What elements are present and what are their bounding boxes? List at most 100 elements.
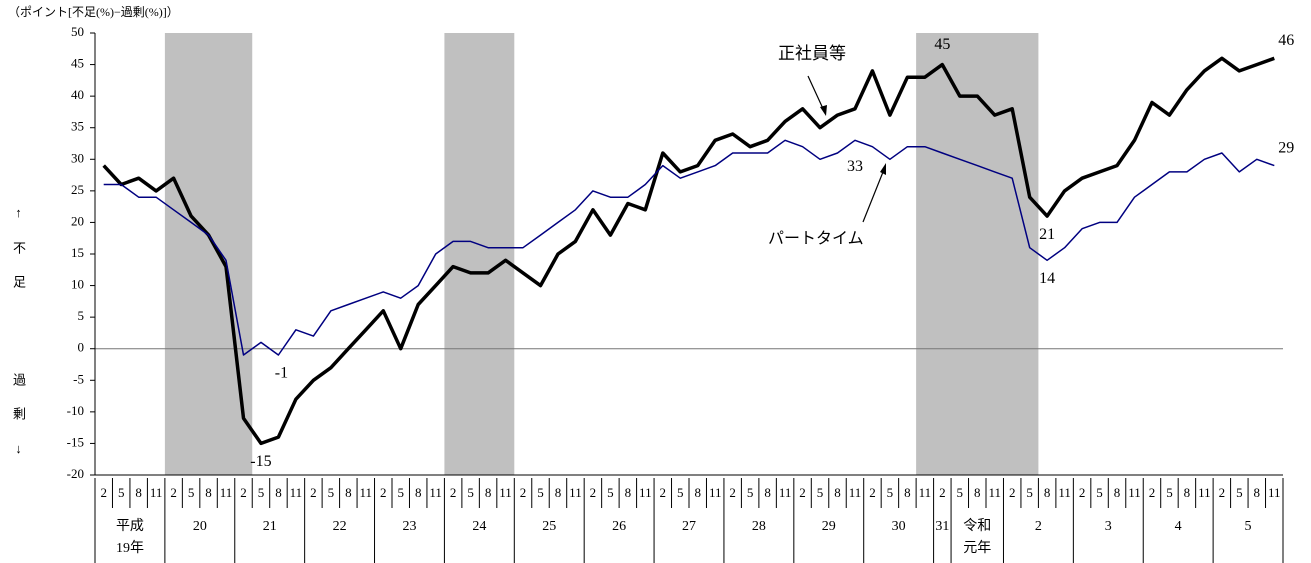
year-label: 26 xyxy=(612,519,627,534)
x-tick-label: 8 xyxy=(834,485,841,500)
shaded-period xyxy=(444,33,515,475)
y-tick-label: 10 xyxy=(71,277,84,292)
x-tick-label: 2 xyxy=(799,485,806,500)
x-tick-label: 8 xyxy=(625,485,632,500)
y-tick-label: 20 xyxy=(71,213,84,228)
year-label: 23 xyxy=(402,519,417,534)
x-tick-label: 5 xyxy=(1166,485,1173,500)
x-tick-label: 11 xyxy=(849,485,862,500)
x-tick-label: 8 xyxy=(485,485,492,500)
x-tick-label: 11 xyxy=(709,485,722,500)
y-axis-title: （ポイント[不足(%)−過剰(%)]） xyxy=(8,5,179,19)
x-tick-label: 11 xyxy=(1058,485,1071,500)
x-tick-label: 2 xyxy=(380,485,387,500)
x-tick-label: 5 xyxy=(957,485,964,500)
x-tick-label: 5 xyxy=(118,485,125,500)
x-tick-label: 5 xyxy=(328,485,335,500)
year-label: 28 xyxy=(751,519,766,534)
y-tick-label: -20 xyxy=(67,466,84,481)
data-label: 21 xyxy=(1039,226,1055,243)
year-label: 24 xyxy=(472,519,487,534)
x-tick-label: 11 xyxy=(919,485,932,500)
y-tick-label: 50 xyxy=(71,24,84,39)
x-tick-label: 2 xyxy=(1219,485,1226,500)
year-label: 29 xyxy=(821,519,836,534)
x-tick-label: 11 xyxy=(499,485,512,500)
x-tick-label: 8 xyxy=(555,485,562,500)
x-tick-label: 2 xyxy=(1009,485,1016,500)
x-tick-label: 11 xyxy=(429,485,442,500)
x-tick-label: 5 xyxy=(467,485,474,500)
x-tick-label: 2 xyxy=(100,485,107,500)
x-tick-label: 11 xyxy=(360,485,373,500)
x-tick-label: 8 xyxy=(1044,485,1051,500)
x-tick-label: 8 xyxy=(415,485,422,500)
x-tick-label: 2 xyxy=(729,485,736,500)
year-label: 27 xyxy=(681,519,696,534)
x-tick-label: 2 xyxy=(240,485,247,500)
x-tick-label: 2 xyxy=(310,485,317,500)
x-tick-label: 11 xyxy=(220,485,233,500)
arrow-head xyxy=(820,105,827,116)
shaded-period xyxy=(164,33,253,475)
series-annotation: 正社員等 xyxy=(778,44,846,63)
year-label: 4 xyxy=(1174,519,1182,534)
x-tick-label: 8 xyxy=(1114,485,1121,500)
y-tick-label: 35 xyxy=(71,119,84,134)
series-line xyxy=(102,56,1275,446)
x-tick-label: 8 xyxy=(974,485,981,500)
x-tick-label: 5 xyxy=(747,485,754,500)
x-tick-label: 11 xyxy=(1128,485,1141,500)
year-label: 2 xyxy=(1034,519,1042,534)
x-tick-label: 8 xyxy=(694,485,701,500)
x-tick-label: 11 xyxy=(569,485,582,500)
year-label: 22 xyxy=(332,519,347,534)
year-label: 3 xyxy=(1104,519,1112,534)
x-tick-label: 2 xyxy=(450,485,457,500)
series-line xyxy=(103,139,1275,356)
shaded-period xyxy=(916,33,1039,475)
x-tick-label: 8 xyxy=(904,485,911,500)
x-tick-label: 8 xyxy=(345,485,352,500)
x-tick-label: 8 xyxy=(1254,485,1261,500)
data-label: 29 xyxy=(1278,139,1294,156)
x-tick-label: 2 xyxy=(520,485,527,500)
data-label: 14 xyxy=(1039,270,1055,287)
x-tick-label: 5 xyxy=(188,485,195,500)
x-tick-label: 5 xyxy=(677,485,684,500)
x-tick-label: 11 xyxy=(290,485,303,500)
year-label: 31 xyxy=(935,519,950,534)
x-tick-label: 11 xyxy=(1268,485,1281,500)
year-label: 5 xyxy=(1244,519,1252,534)
x-tick-label: 2 xyxy=(869,485,876,500)
x-tick-label: 5 xyxy=(887,485,894,500)
y-tick-label: -15 xyxy=(67,434,84,449)
y-tick-label: 30 xyxy=(71,150,84,165)
x-tick-label: 11 xyxy=(1198,485,1211,500)
x-tick-label: 8 xyxy=(275,485,282,500)
series-annotation: パートタイム xyxy=(768,230,864,248)
arrow-head xyxy=(880,163,886,175)
x-tick-label: 8 xyxy=(205,485,212,500)
year-label: 平成 19年 xyxy=(115,519,144,556)
x-tick-label: 8 xyxy=(135,485,142,500)
x-tick-label: 8 xyxy=(1184,485,1191,500)
year-label: 令和 元年 xyxy=(963,519,992,556)
x-tick-label: 5 xyxy=(537,485,544,500)
y-tick-label: 15 xyxy=(71,245,84,260)
x-tick-label: 11 xyxy=(779,485,792,500)
x-tick-label: 2 xyxy=(170,485,177,500)
x-tick-label: 5 xyxy=(258,485,265,500)
x-tick-label: 11 xyxy=(988,485,1001,500)
y-tick-label: -5 xyxy=(73,371,84,386)
x-tick-label: 5 xyxy=(817,485,824,500)
x-tick-label: 2 xyxy=(590,485,597,500)
x-tick-label: 5 xyxy=(1096,485,1103,500)
x-tick-label: 11 xyxy=(150,485,163,500)
y-tick-label: 5 xyxy=(78,308,85,323)
y-side-label: ↑不足 xyxy=(11,205,26,309)
x-tick-label: 2 xyxy=(660,485,667,500)
data-label: -15 xyxy=(250,453,271,470)
